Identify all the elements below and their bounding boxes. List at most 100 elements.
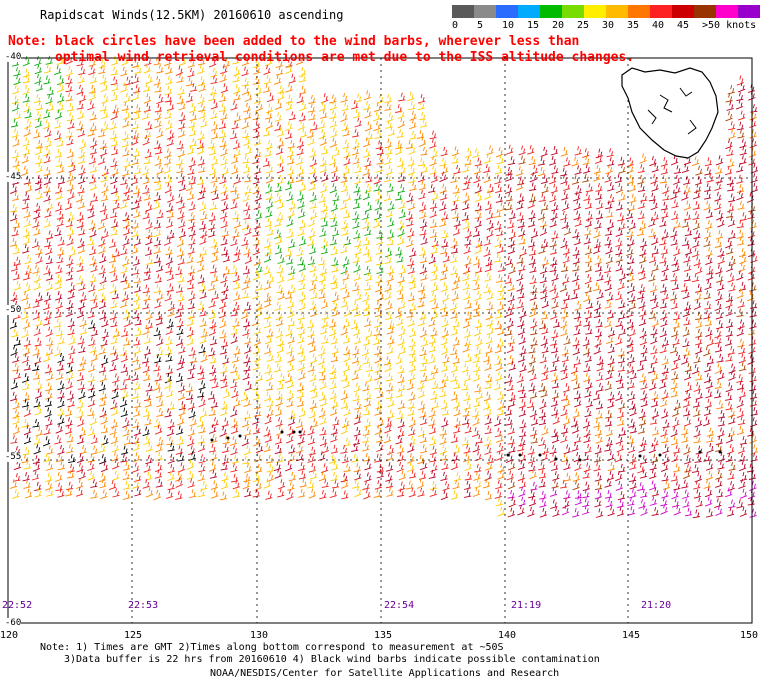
- wind-barb: [485, 344, 493, 354]
- wind-barb: [343, 463, 351, 473]
- wind-barb: [287, 307, 295, 319]
- wind-barb: [661, 365, 669, 374]
- wind-barb: [230, 100, 238, 111]
- wind-barb: [145, 442, 153, 452]
- wind-barb: [673, 444, 681, 454]
- wind-barb: [120, 273, 128, 283]
- wind-barb: [298, 236, 307, 246]
- wind-barb: [342, 139, 350, 150]
- wind-barb: [219, 103, 227, 113]
- wind-barb: [77, 184, 85, 194]
- wind-barb: [496, 243, 505, 254]
- lat-label: -50: [5, 305, 22, 315]
- wind-barb: [352, 211, 360, 221]
- wind-barb: [637, 463, 645, 474]
- wind-barb: [266, 328, 274, 338]
- wind-barb: [286, 489, 294, 501]
- wind-barb: [693, 489, 702, 499]
- wind-barb: [142, 284, 150, 294]
- wind-barb: [725, 452, 733, 463]
- wind-barb: [703, 452, 711, 462]
- wind-barb: [662, 183, 670, 195]
- wind-barb: [683, 316, 691, 326]
- wind-barb: [208, 281, 216, 291]
- wind-barb: [44, 63, 52, 74]
- wind-barb: [563, 460, 571, 471]
- wind-barb: [705, 220, 713, 230]
- wind-barb: [496, 450, 504, 461]
- wind-barb: [659, 236, 667, 246]
- wind-barb: [352, 253, 360, 264]
- wind-barb: [493, 209, 502, 218]
- wind-barb: [88, 90, 96, 101]
- wind-barb: [352, 139, 360, 150]
- wind-barb: [660, 497, 668, 507]
- wind-barb: [374, 453, 382, 463]
- wind-barb: [341, 226, 349, 236]
- wind-barb: [153, 362, 161, 372]
- wind-barb: [109, 362, 117, 372]
- wind-barb: [46, 370, 54, 381]
- wind-barb: [628, 293, 636, 303]
- wind-barb: [310, 418, 318, 428]
- wind-barb: [573, 380, 581, 390]
- wind-barb: [374, 353, 382, 364]
- wind-barb: [714, 498, 722, 509]
- wind-barb: [662, 480, 671, 490]
- wind-barb: [144, 416, 152, 426]
- wind-barb: [23, 406, 32, 417]
- wind-barb: [428, 469, 436, 479]
- wind-barb: [9, 318, 18, 329]
- wind-barb: [604, 273, 612, 283]
- wind-barb: [517, 324, 526, 336]
- wind-barb: [397, 273, 406, 284]
- wind-barb: [431, 380, 439, 390]
- wind-barb: [189, 354, 197, 364]
- wind-barb: [185, 77, 194, 87]
- wind-barb: [266, 92, 275, 103]
- wind-barb: [671, 210, 679, 221]
- wind-barb: [494, 343, 503, 354]
- wind-barb: [716, 209, 724, 221]
- wind-barb: [45, 280, 54, 291]
- wind-barb: [288, 200, 296, 210]
- wind-barb: [197, 365, 205, 375]
- wind-barb: [703, 290, 711, 300]
- wind-barb: [57, 407, 65, 416]
- wind-barb: [44, 127, 52, 138]
- wind-barb: [716, 319, 724, 330]
- wind-barb: [607, 327, 616, 338]
- wind-barb: [670, 299, 678, 310]
- wind-barb: [78, 389, 86, 400]
- wind-barb: [517, 460, 526, 471]
- wind-barb: [89, 245, 97, 256]
- wind-barb: [142, 209, 150, 220]
- wind-barb: [66, 481, 74, 491]
- wind-barb: [209, 165, 217, 176]
- wind-barb: [351, 99, 359, 110]
- wind-barb: [596, 271, 604, 282]
- wind-barb: [177, 273, 185, 283]
- wind-barb: [284, 461, 293, 472]
- wind-barb: [727, 202, 735, 213]
- wind-barb: [330, 163, 339, 174]
- wind-barb: [650, 355, 658, 365]
- wind-barb: [354, 174, 362, 185]
- wind-barb: [265, 208, 273, 218]
- legend-swatch: [650, 5, 672, 18]
- wind-barb: [692, 211, 700, 220]
- wind-barb: [363, 406, 371, 416]
- wind-barb: [188, 119, 196, 128]
- wind-barb: [23, 479, 31, 489]
- wind-barb: [396, 129, 404, 138]
- wind-barb: [639, 253, 647, 264]
- wind-barb: [650, 199, 658, 211]
- wind-barb: [548, 174, 557, 185]
- wind-barb: [120, 263, 128, 274]
- wind-barb: [54, 119, 62, 129]
- wind-barb: [738, 416, 746, 426]
- wind-barb: [650, 173, 658, 185]
- wind-barb: [717, 254, 725, 265]
- wind-barb: [339, 199, 348, 210]
- wind-barb: [186, 391, 194, 400]
